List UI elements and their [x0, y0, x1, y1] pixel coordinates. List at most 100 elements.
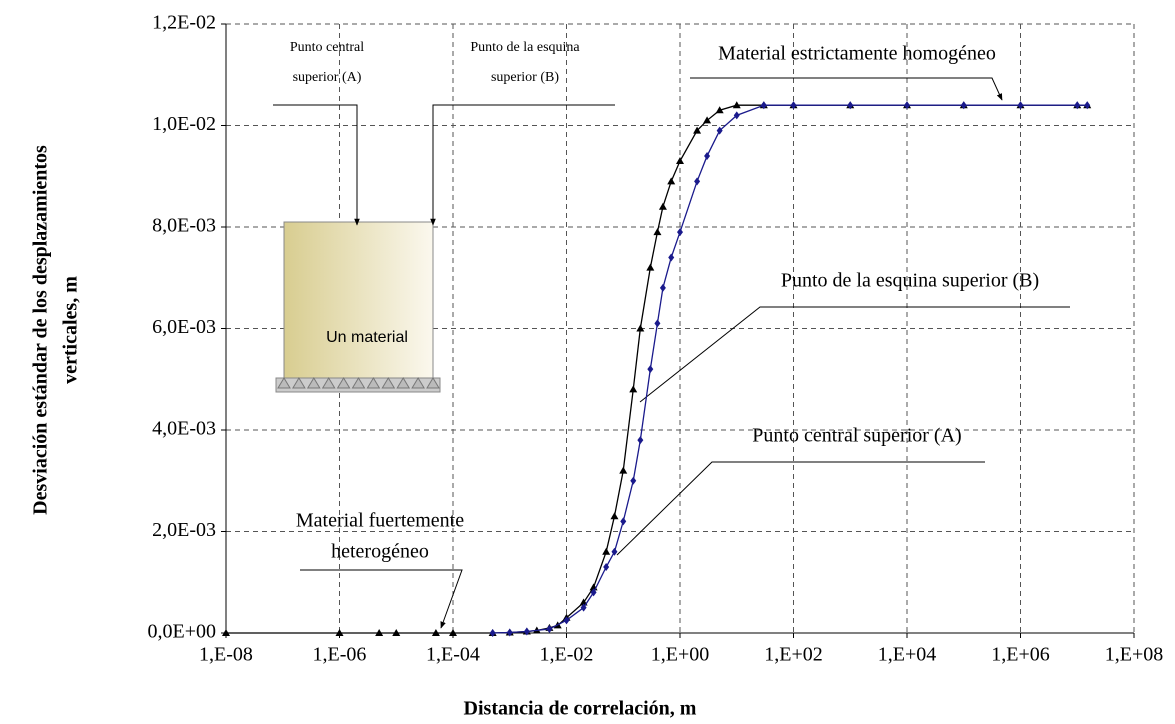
y-tick-label: 4,0E-03 [152, 418, 216, 440]
data-point [904, 101, 910, 110]
pointer [690, 77, 1003, 101]
support [411, 377, 425, 389]
y-tick-label: 6,0E-03 [152, 316, 216, 338]
pointer [300, 569, 463, 629]
data-point [760, 101, 767, 110]
data-point [694, 177, 701, 186]
data-point [636, 324, 645, 332]
data-point [654, 319, 661, 328]
data-point [222, 629, 230, 636]
data-point [629, 385, 638, 393]
inset-box [283, 221, 434, 379]
pointer [639, 306, 1070, 403]
x-tick-label: 1,E+00 [651, 644, 710, 666]
x-tick-label: 1,E+08 [1105, 644, 1164, 666]
annotation: superior (B) [491, 70, 559, 85]
data-point [715, 106, 724, 114]
x-tick-label: 1,E+02 [764, 644, 823, 666]
data-point [1017, 101, 1024, 110]
x-tick-label: 1,E+04 [878, 644, 937, 666]
pointer [616, 461, 985, 556]
data-point [523, 627, 530, 636]
support [381, 377, 396, 389]
data-point [506, 628, 513, 637]
data-point [667, 177, 676, 185]
data-point [647, 365, 654, 374]
inset-label: Un material [326, 329, 408, 346]
annotation: Punto central superior (A) [752, 425, 961, 447]
data-point [960, 101, 967, 110]
annotation: Punto central [290, 40, 364, 55]
annotation: heterogéneo [331, 541, 429, 563]
annotation: Material estrictamente homogéneo [718, 43, 996, 65]
data-point [653, 228, 662, 236]
support [426, 377, 440, 389]
inset-supports [277, 377, 440, 389]
annotation: Material fuertemente [296, 510, 464, 532]
data-point [546, 624, 553, 633]
pointer [430, 104, 615, 226]
y-tick-label: 1,0E-02 [152, 113, 216, 135]
data-point [630, 476, 637, 485]
data-point [1084, 101, 1091, 110]
data-point [392, 629, 401, 636]
data-point [733, 111, 740, 120]
series-line [492, 104, 1088, 634]
support [277, 377, 291, 389]
support [351, 377, 366, 389]
support [321, 377, 336, 389]
data-point [489, 629, 496, 637]
data-point [646, 263, 655, 271]
x-tick-label: 1,E-08 [199, 644, 253, 666]
annotation: Punto de la esquina [470, 40, 580, 55]
data-point [580, 603, 587, 612]
data-point [637, 436, 644, 445]
data-point [659, 283, 666, 292]
data-point [563, 616, 570, 625]
x-tick-label: 1,E-04 [426, 644, 480, 666]
data-point [732, 101, 741, 109]
y-axis-label-line: verticales, m [60, 276, 82, 384]
data-point [1074, 101, 1081, 110]
support [336, 377, 351, 389]
data-point [610, 512, 619, 520]
y-axis-label-line: Desviación estándar de los desplazamient… [30, 145, 52, 515]
x-tick-label: 1,E-06 [313, 644, 367, 666]
data-point [703, 116, 712, 124]
data-point [431, 629, 440, 636]
data-point [611, 547, 618, 556]
x-axis-label: Distancia de correlación, m [464, 698, 697, 720]
y-tick-label: 0,0E+00 [148, 621, 217, 643]
support [396, 377, 411, 389]
data-point [335, 629, 344, 636]
support [366, 377, 381, 389]
support [292, 377, 306, 389]
data-point [676, 157, 684, 165]
pointer [273, 104, 360, 226]
data-point [704, 151, 711, 160]
data-point [677, 228, 683, 237]
y-axis-label: Desviación estándar de los desplazamient… [30, 145, 82, 515]
support [306, 377, 321, 389]
annotation: Punto de la esquina superior (B) [781, 270, 1039, 292]
x-tick-label: 1,E-02 [540, 644, 594, 666]
y-tick-label: 1,2E-02 [152, 12, 216, 34]
data-point [658, 202, 667, 210]
data-point [449, 629, 457, 636]
data-point [790, 101, 797, 110]
data-point [375, 629, 384, 636]
data-point [693, 126, 702, 134]
data-point [716, 126, 723, 135]
data-point [620, 517, 627, 526]
data-point [590, 588, 597, 597]
data-point [603, 563, 610, 572]
data-point [847, 101, 854, 110]
y-tick-label: 2,0E-03 [152, 519, 216, 541]
inset: Un material [273, 104, 615, 393]
data-point [668, 253, 675, 262]
data-point [619, 466, 628, 474]
annotation: superior (A) [293, 70, 362, 85]
data-point [602, 547, 611, 555]
x-tick-label: 1,E+06 [991, 644, 1050, 666]
